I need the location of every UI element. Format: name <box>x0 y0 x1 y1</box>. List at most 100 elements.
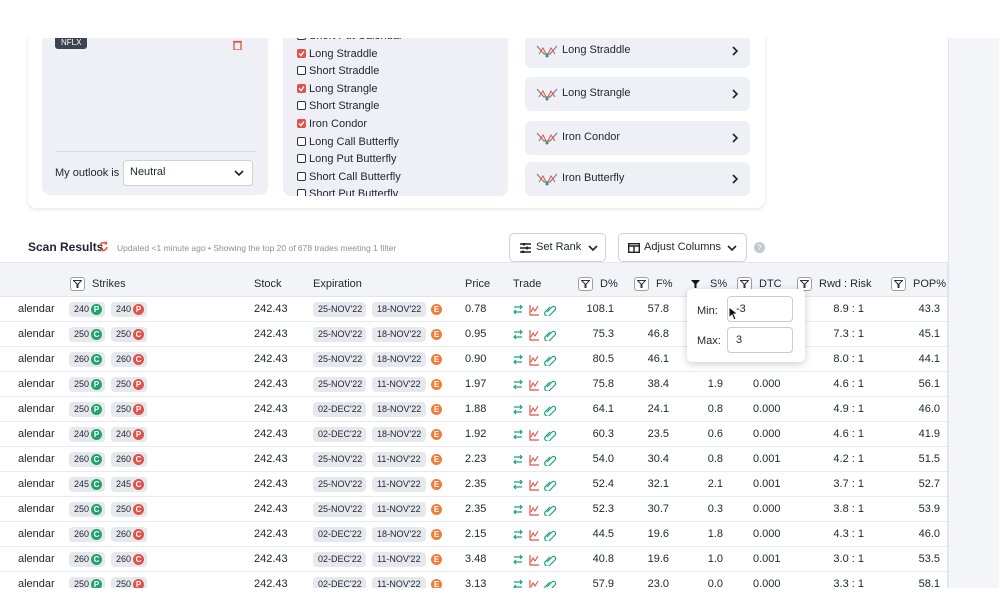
option-kind: C <box>91 529 102 540</box>
scan-title: Scan Results <box>28 240 103 254</box>
trade-actions <box>513 579 559 588</box>
column-header[interactable]: Rwd : Risk <box>819 277 872 291</box>
max-input[interactable]: 3 <box>727 327 793 353</box>
trade-price: 1.97 <box>465 372 486 397</box>
column-header[interactable]: F% <box>656 277 673 291</box>
metric-d: 54.0 <box>570 447 614 472</box>
checkbox <box>297 154 306 163</box>
column-header[interactable]: D% <box>600 277 618 291</box>
strategy-button[interactable]: Iron Butterfly <box>525 162 750 196</box>
scan-status-line: Updated <1 minute ago • Showing the top … <box>117 243 396 253</box>
adjust-columns-button[interactable]: Adjust Columns <box>618 233 747 262</box>
expiration-badge: 11-NOV'22 <box>372 577 426 588</box>
table-row[interactable]: alendar250C250C242.4325-NOV'2218-NOV'22E… <box>0 322 948 347</box>
expiration-badge: 11-NOV'22 <box>372 477 426 492</box>
table-row[interactable]: alendar250P250P242.4302-DEC'2211-NOV'22E… <box>0 572 948 588</box>
strike: 250 <box>74 329 89 339</box>
option-kind: P <box>133 379 144 390</box>
checkbox <box>297 172 306 181</box>
metric-f: 19.6 <box>630 547 669 572</box>
delete-icon[interactable] <box>233 40 242 50</box>
strategy-button[interactable]: Iron Condor <box>525 121 750 155</box>
option-kind: P <box>91 404 102 415</box>
refresh-icon[interactable] <box>98 241 109 252</box>
table-row[interactable]: alendar260C260C242.4325-NOV'2218-NOV'22E… <box>0 347 948 372</box>
column-header[interactable]: POP% <box>913 277 946 291</box>
table-row[interactable]: alendar240P240P242.4325-NOV'2218-NOV'22E… <box>0 297 948 322</box>
strategy-name: alendar <box>18 447 55 472</box>
sidebar <box>948 38 999 588</box>
results-table: StrikesStockExpirationPriceTradeD%F%S%DT… <box>0 262 948 588</box>
strike-badge: 250P <box>111 577 147 588</box>
check-mark <box>298 120 305 127</box>
strike: 260 <box>116 354 131 364</box>
trade-price: 2.35 <box>465 472 486 497</box>
earnings-marker: E <box>431 454 442 465</box>
trade-actions <box>513 379 559 391</box>
strike: 240 <box>116 429 131 439</box>
table-row[interactable]: alendar250P250P242.4302-DEC'2218-NOV'22E… <box>0 397 948 422</box>
expiration-badge: 11-NOV'22 <box>372 552 426 567</box>
expiration-badge: 25-NOV'22 <box>313 377 366 392</box>
strike-badge: 260C <box>111 352 147 367</box>
metric-f: 38.4 <box>630 372 669 397</box>
stock-price: 242.43 <box>254 397 288 422</box>
help-icon[interactable]: ? <box>754 242 765 253</box>
outlook-select[interactable]: Neutral <box>123 160 253 186</box>
table-row[interactable]: alendar260C260C242.4302-DEC'2218-NOV'22E… <box>0 522 948 547</box>
trade-price: 2.23 <box>465 447 486 472</box>
option-kind: C <box>133 504 144 515</box>
option-kind: P <box>133 404 144 415</box>
table-row[interactable]: alendar260C260C242.4325-NOV'2211-NOV'22E… <box>0 447 948 472</box>
metric-d: 60.3 <box>570 422 614 447</box>
viewport: NFLX My outlook is Neutral Short Put Cal… <box>0 38 999 588</box>
expiration-badge: 02-DEC'22 <box>313 577 366 588</box>
strike-badge: 250P <box>69 377 105 392</box>
strategy-button[interactable]: Long Straddle <box>525 38 750 68</box>
expiration-badge: 18-NOV'22 <box>372 327 426 342</box>
metric-rr: 3.8 : 1 <box>800 497 864 522</box>
stock-price: 242.43 <box>254 497 288 522</box>
expiration-badge: 18-NOV'22 <box>372 352 426 367</box>
expiration-badge: 25-NOV'22 <box>313 302 366 317</box>
metric-dtc: 0.000 <box>753 422 781 447</box>
table-row[interactable]: alendar250P250P242.4325-NOV'2211-NOV'22E… <box>0 372 948 397</box>
option-kind: P <box>133 579 144 588</box>
metric-rr: 3.3 : 1 <box>800 572 864 588</box>
trade-actions <box>513 529 559 541</box>
set-rank-button[interactable]: Set Rank <box>509 233 606 262</box>
expiration-badge: 25-NOV'22 <box>313 327 366 342</box>
columns-icon <box>628 243 640 253</box>
strategy-button[interactable]: Long Strangle <box>525 77 750 111</box>
symbol-panel: NFLX My outlook is Neutral <box>42 38 268 195</box>
table-row[interactable]: alendar250C250C242.4325-NOV'2211-NOV'22E… <box>0 497 948 522</box>
trade-price: 0.95 <box>465 322 486 347</box>
metric-dtc: 0.000 <box>753 522 781 547</box>
strike: 240 <box>74 304 89 314</box>
checklist-label: Iron Condor <box>309 117 367 131</box>
strategy-name: alendar <box>18 422 55 447</box>
table-row[interactable]: alendar260C260C242.4302-DEC'2211-NOV'22E… <box>0 547 948 572</box>
metric-rr: 4.2 : 1 <box>800 447 864 472</box>
symbol-badge[interactable]: NFLX <box>55 38 87 49</box>
trade-actions <box>513 329 559 341</box>
table-row[interactable]: alendar240P240P242.4302-DEC'2218-NOV'22E… <box>0 422 948 447</box>
metric-pop: 51.5 <box>890 447 940 472</box>
table-row[interactable]: alendar245C245C242.4325-NOV'2211-NOV'22E… <box>0 472 948 497</box>
metric-d: 75.3 <box>570 322 614 347</box>
strike: 250 <box>74 579 89 588</box>
strategy-name: alendar <box>18 397 55 422</box>
trade-price: 1.88 <box>465 397 486 422</box>
column-header[interactable]: Strikes <box>92 277 126 291</box>
option-kind: C <box>133 479 144 490</box>
metric-s: 0.8 <box>690 397 723 422</box>
earnings-marker: E <box>431 554 442 565</box>
checkbox <box>297 101 306 110</box>
filter-icon <box>894 280 903 288</box>
earnings-marker: E <box>431 379 442 390</box>
trade-price: 3.13 <box>465 572 486 588</box>
chevron-right <box>732 46 739 56</box>
metric-dtc: 0.000 <box>753 497 781 522</box>
strike: 260 <box>74 554 89 564</box>
